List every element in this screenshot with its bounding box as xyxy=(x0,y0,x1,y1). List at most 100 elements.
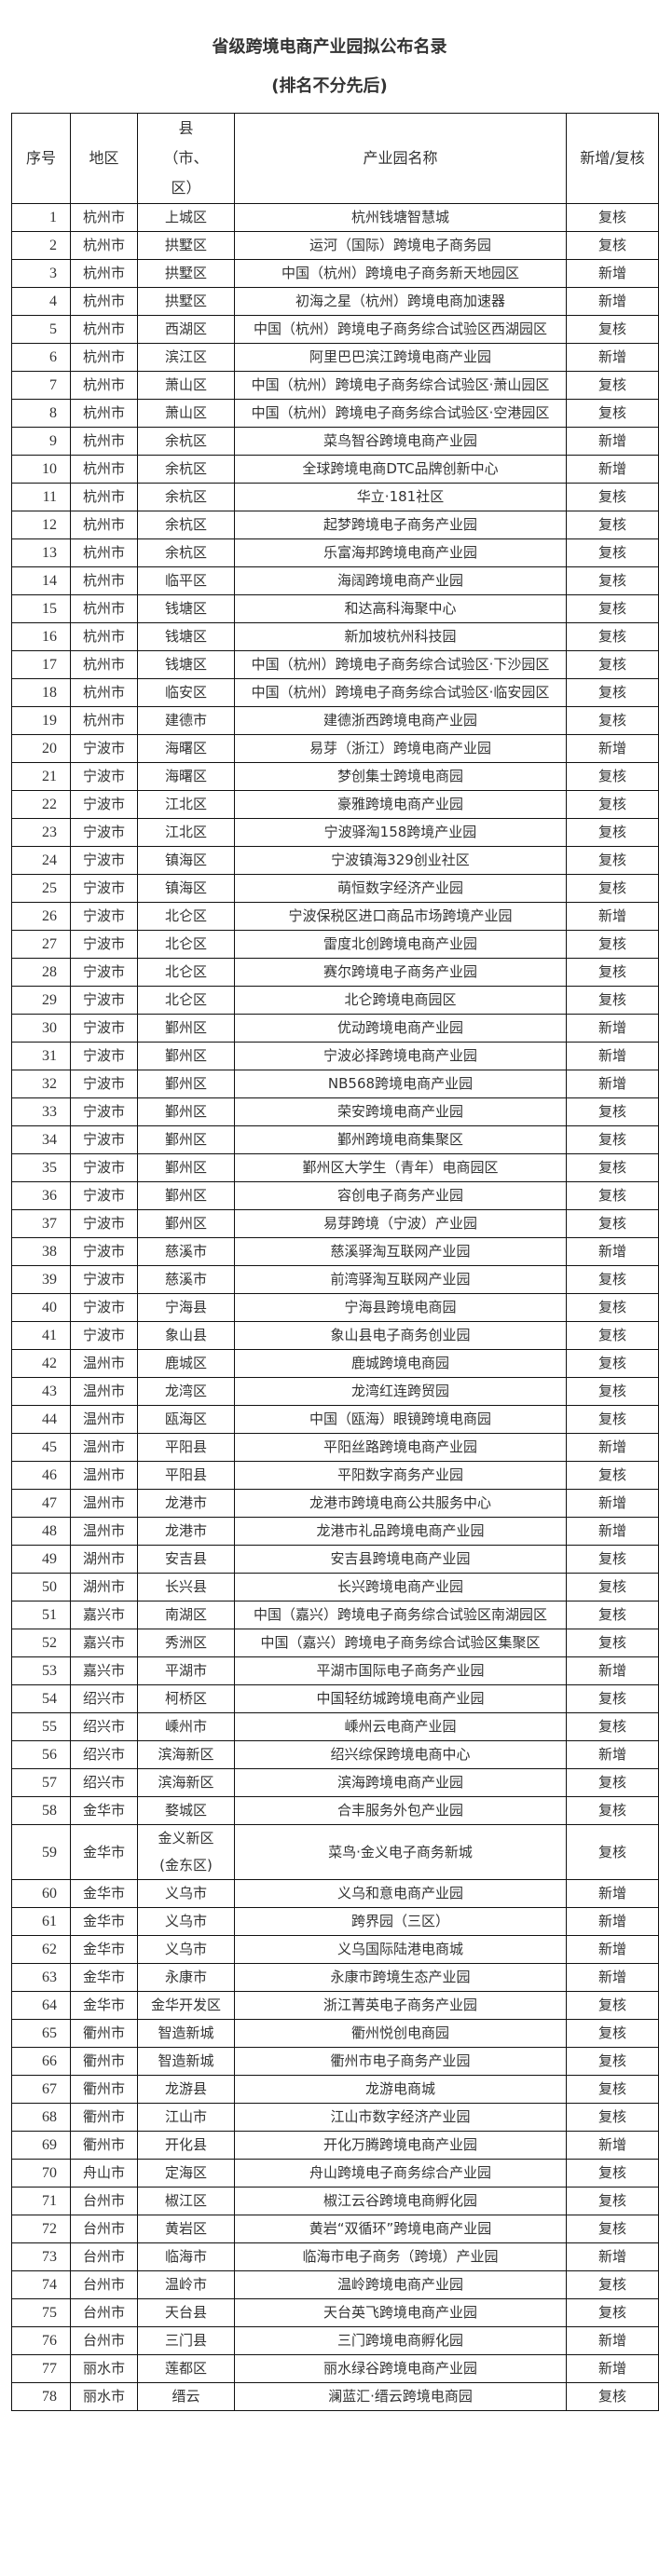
cell-index: 73 xyxy=(11,2242,71,2271)
cell-county: 西湖区 xyxy=(137,315,235,344)
cell-park-name: 衢州市电子商务产业园 xyxy=(234,2047,567,2076)
table-row: 71 台州市 椒江区 椒江云谷跨境电商孵化园 复核 xyxy=(11,2187,659,2215)
cell-status: 复核 xyxy=(566,1153,659,1182)
cell-county: 慈溪市 xyxy=(137,1237,235,1266)
table-row: 67 衢州市 龙游县 龙游电商城 复核 xyxy=(11,2075,659,2104)
cell-county: 鄞州区 xyxy=(137,1097,235,1126)
cell-county: 拱墅区 xyxy=(137,259,235,288)
cell-park-name: 温岭跨境电商产业园 xyxy=(234,2270,567,2299)
cell-region: 杭州市 xyxy=(70,203,138,232)
cell-status: 复核 xyxy=(566,1181,659,1210)
cell-park-name: 嵊州云电商产业园 xyxy=(234,1712,567,1741)
table-row: 55 绍兴市 嵊州市 嵊州云电商产业园 复核 xyxy=(11,1712,659,1741)
table-row: 13 杭州市 余杭区 乐富海邦跨境电商产业园 复核 xyxy=(11,538,659,567)
cell-park-name: 宁波镇海329创业社区 xyxy=(234,846,567,875)
cell-index: 16 xyxy=(11,622,71,651)
cell-index: 53 xyxy=(11,1656,71,1685)
cell-park-name: 鹿城跨境电商园 xyxy=(234,1349,567,1378)
cell-county: 平阳县 xyxy=(137,1461,235,1490)
table-row: 46 温州市 平阳县 平阳数字商务产业园 复核 xyxy=(11,1461,659,1490)
cell-status: 新增 xyxy=(566,1879,659,1908)
table-row: 49 湖州市 安吉县 安吉县跨境电商产业园 复核 xyxy=(11,1545,659,1574)
cell-county: 椒江区 xyxy=(137,2187,235,2215)
cell-region: 丽水市 xyxy=(70,2382,138,2411)
table-row: 44 温州市 瓯海区 中国（瓯海）眼镜跨境电商园 复核 xyxy=(11,1405,659,1434)
cell-index: 59 xyxy=(11,1824,71,1880)
cell-index: 68 xyxy=(11,2103,71,2132)
cell-status: 复核 xyxy=(566,1265,659,1294)
cell-park-name: 象山县电子商务创业园 xyxy=(234,1321,567,1350)
cell-index: 7 xyxy=(11,371,71,400)
cell-status: 新增 xyxy=(566,1963,659,1992)
cell-region: 丽水市 xyxy=(70,2354,138,2383)
cell-region: 杭州市 xyxy=(70,511,138,539)
cell-status: 复核 xyxy=(566,566,659,595)
cell-index: 50 xyxy=(11,1573,71,1601)
cell-park-name: 丽水绿谷跨境电商产业园 xyxy=(234,2354,567,2383)
cell-county: 瓯海区 xyxy=(137,1405,235,1434)
cell-county: 鄞州区 xyxy=(137,1070,235,1098)
cell-index: 64 xyxy=(11,1991,71,2020)
cell-status: 复核 xyxy=(566,1293,659,1322)
cell-park-name: 运河（国际）跨境电子商务园 xyxy=(234,231,567,260)
table-row: 58 金华市 婺城区 合丰服务外包产业园 复核 xyxy=(11,1796,659,1825)
document-title: 省级跨境电商产业园拟公布名录 xyxy=(212,37,447,57)
cell-index: 19 xyxy=(11,706,71,735)
document-subtitle: (排名不分先后) xyxy=(271,76,388,96)
cell-county: 北仑区 xyxy=(137,930,235,959)
table-row: 59 金华市 金义新区(金东区) 菜鸟·金义电子商务新城 复核 xyxy=(11,1824,659,1880)
cell-status: 复核 xyxy=(566,1405,659,1434)
cell-index: 45 xyxy=(11,1433,71,1462)
cell-region: 温州市 xyxy=(70,1489,138,1518)
cell-index: 54 xyxy=(11,1684,71,1713)
cell-status: 复核 xyxy=(566,231,659,260)
cell-county: 莲都区 xyxy=(137,2354,235,2383)
cell-index: 17 xyxy=(11,650,71,679)
cell-park-name: 中国（杭州）跨境电子商务综合试验区·下沙园区 xyxy=(234,650,567,679)
cell-county: 柯桥区 xyxy=(137,1684,235,1713)
cell-index: 49 xyxy=(11,1545,71,1574)
cell-park-name: 澜蓝汇·缙云跨境电商园 xyxy=(234,2382,567,2411)
table-row: 2 杭州市 拱墅区 运河（国际）跨境电子商务园 复核 xyxy=(11,231,659,260)
cell-county: 北仑区 xyxy=(137,902,235,931)
cell-park-name: 龙港市礼品跨境电商产业园 xyxy=(234,1517,567,1546)
cell-park-name: 中国（嘉兴）跨境电子商务综合试验区南湖园区 xyxy=(234,1601,567,1629)
cell-status: 复核 xyxy=(566,371,659,400)
cell-county: 滨海新区 xyxy=(137,1768,235,1797)
cell-region: 绍兴市 xyxy=(70,1684,138,1713)
cell-index: 43 xyxy=(11,1377,71,1406)
cell-index: 77 xyxy=(11,2354,71,2383)
cell-county: 缙云 xyxy=(137,2382,235,2411)
cell-index: 22 xyxy=(11,790,71,819)
cell-index: 34 xyxy=(11,1125,71,1154)
cell-status: 复核 xyxy=(566,1796,659,1825)
cell-region: 宁波市 xyxy=(70,846,138,875)
cell-park-name: 中国轻纺城跨境电商产业园 xyxy=(234,1684,567,1713)
cell-county: 鄞州区 xyxy=(137,1014,235,1043)
cell-region: 温州市 xyxy=(70,1461,138,1490)
cell-index: 39 xyxy=(11,1265,71,1294)
cell-status: 新增 xyxy=(566,259,659,288)
table-row: 69 衢州市 开化县 开化万腾跨境电商产业园 新增 xyxy=(11,2131,659,2160)
cell-county: 象山县 xyxy=(137,1321,235,1350)
cell-park-name: NB568跨境电商产业园 xyxy=(234,1070,567,1098)
cell-county: 钱塘区 xyxy=(137,594,235,623)
table-row: 50 湖州市 长兴县 长兴跨境电商产业园 复核 xyxy=(11,1573,659,1601)
table-row: 25 宁波市 镇海区 萌恒数字经济产业园 复核 xyxy=(11,874,659,903)
cell-status: 复核 xyxy=(566,1461,659,1490)
cell-index: 30 xyxy=(11,1014,71,1043)
cell-index: 46 xyxy=(11,1461,71,1490)
cell-region: 宁波市 xyxy=(70,874,138,903)
cell-status: 新增 xyxy=(566,343,659,372)
cell-park-name: 平阳数字商务产业园 xyxy=(234,1461,567,1490)
cell-index: 26 xyxy=(11,902,71,931)
cell-status: 复核 xyxy=(566,483,659,511)
cell-park-name: 临海市电子商务（跨境）产业园 xyxy=(234,2242,567,2271)
table-row: 78 丽水市 缙云 澜蓝汇·缙云跨境电商园 复核 xyxy=(11,2382,659,2411)
cell-index: 24 xyxy=(11,846,71,875)
cell-region: 杭州市 xyxy=(70,231,138,260)
cell-region: 宁波市 xyxy=(70,1237,138,1266)
table-row: 23 宁波市 江北区 宁波驿淘158跨境产业园 复核 xyxy=(11,818,659,847)
cell-park-name: 龙游电商城 xyxy=(234,2075,567,2104)
cell-region: 金华市 xyxy=(70,1907,138,1936)
